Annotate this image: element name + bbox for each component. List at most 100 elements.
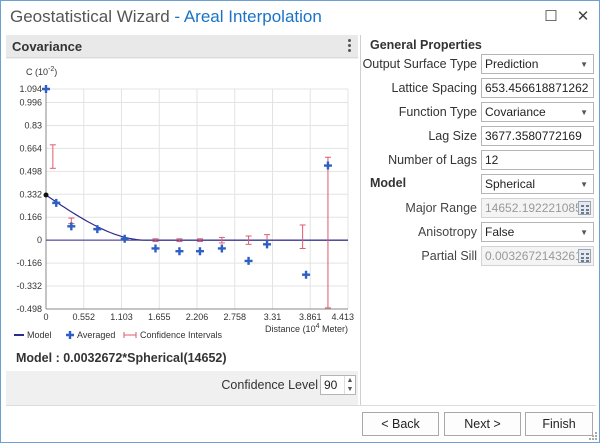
confidence-level-spinner[interactable]: 90 ▲ ▼ bbox=[320, 375, 356, 395]
calculator-icon[interactable] bbox=[578, 201, 591, 215]
covariance-chart[interactable]: 1.094 0.996 0.83 0.664 0.498 0.332 0.166 0 -0.16… bbox=[6, 59, 358, 371]
function-type-dropdown[interactable]: Covariance ▼ bbox=[481, 102, 594, 122]
model-value: Spherical bbox=[485, 177, 536, 191]
output-surface-type-value: Prediction bbox=[485, 57, 539, 71]
y-tick-label: 1.094 bbox=[19, 84, 42, 94]
number-of-lags-label: Number of Lags bbox=[388, 153, 477, 167]
partial-sill-label: Partial Sill bbox=[421, 249, 477, 263]
window-title: Geostatistical Wizard - Areal Interpolat… bbox=[10, 7, 322, 27]
y-axis-label: C (10-2) bbox=[26, 66, 57, 77]
averaged-point[interactable] bbox=[42, 85, 50, 93]
x-tick-label: 1.655 bbox=[148, 312, 171, 322]
x-tick-label: 0.552 bbox=[73, 312, 96, 322]
model-row: Model Spherical ▼ bbox=[362, 173, 598, 195]
lattice-spacing-input[interactable]: 653.456618871262 bbox=[481, 78, 594, 98]
averaged-point[interactable] bbox=[120, 234, 129, 243]
x-tick-label: 4.413 bbox=[331, 312, 354, 322]
confidence-level-row: Confidence Level 90 ▲ ▼ bbox=[6, 373, 358, 397]
averaged-point[interactable] bbox=[93, 225, 102, 234]
lattice-spacing-row: Lattice Spacing 653.456618871262 bbox=[362, 77, 598, 99]
function-type-row: Function Type Covariance ▼ bbox=[362, 101, 598, 123]
maximize-button[interactable]: ☐ bbox=[538, 4, 564, 28]
y-tick-label: 0.664 bbox=[19, 143, 42, 153]
averaged-point[interactable] bbox=[302, 270, 311, 279]
title-bar: Geostatistical Wizard - Areal Interpolat… bbox=[1, 1, 599, 35]
lattice-spacing-label: Lattice Spacing bbox=[391, 81, 477, 95]
close-icon: ✕ bbox=[576, 8, 590, 25]
lag-size-input[interactable]: 3677.3580772169 bbox=[481, 126, 594, 146]
y-tick-label: -0.166 bbox=[16, 258, 42, 268]
title-app-name: Geostatistical Wizard bbox=[10, 7, 170, 26]
anisotropy-dropdown[interactable]: False ▼ bbox=[481, 222, 594, 242]
partial-sill-row: Partial Sill 0.0032672143261 bbox=[362, 245, 598, 267]
panel-header: Covariance bbox=[6, 35, 358, 58]
model-dropdown[interactable]: Spherical ▼ bbox=[481, 174, 594, 194]
panel-title: Covariance bbox=[12, 39, 83, 54]
confidence-level-value: 90 bbox=[324, 378, 338, 392]
averaged-point[interactable] bbox=[217, 244, 226, 253]
y-tick-label: 0.996 bbox=[19, 98, 42, 108]
y-tick-label: 0.498 bbox=[19, 166, 42, 176]
calculator-icon[interactable] bbox=[578, 249, 591, 263]
averaged-point[interactable] bbox=[175, 247, 184, 256]
number-of-lags-input[interactable]: 12 bbox=[481, 150, 594, 170]
panel-splitter[interactable] bbox=[360, 35, 361, 405]
lag-size-label: Lag Size bbox=[428, 129, 477, 143]
confidence-level-label: Confidence Level bbox=[221, 378, 318, 392]
y-tick-label: -0.498 bbox=[16, 304, 42, 314]
averaged-point[interactable] bbox=[263, 240, 272, 249]
x-tick-label: 2.758 bbox=[223, 312, 246, 322]
title-separator: - bbox=[169, 7, 184, 26]
x-axis-label: Distance (104 Meter) bbox=[265, 323, 348, 334]
anisotropy-row: Anisotropy False ▼ bbox=[362, 221, 598, 243]
model-heading: Model bbox=[370, 176, 407, 190]
legend-model-label: Model bbox=[27, 330, 52, 340]
function-type-label: Function Type bbox=[398, 105, 477, 119]
major-range-value: 14652.192221085 bbox=[485, 201, 582, 215]
averaged-point[interactable] bbox=[244, 256, 253, 265]
close-button[interactable]: ✕ bbox=[570, 4, 596, 28]
legend-ci-label: Confidence Intervals bbox=[140, 330, 223, 340]
covariance-panel: Covariance 1.094 0.996 0.83 0.664 0.498 0.332… bbox=[6, 35, 358, 405]
back-button[interactable]: < Back bbox=[362, 412, 439, 436]
spin-up-icon[interactable]: ▲ bbox=[346, 377, 354, 384]
x-tick-label: 1.103 bbox=[110, 312, 133, 322]
y-tick-label: -0.332 bbox=[16, 281, 42, 291]
model-formula: Model : 0.0032672*Spherical(14652) bbox=[16, 351, 227, 365]
chevron-down-icon: ▼ bbox=[580, 60, 588, 69]
averaged-point[interactable] bbox=[323, 161, 332, 170]
spin-down-icon[interactable]: ▼ bbox=[346, 386, 354, 393]
averaged-point[interactable] bbox=[67, 222, 76, 231]
averaged-point[interactable] bbox=[195, 247, 204, 256]
output-surface-type-label: Output Surface Type bbox=[362, 57, 477, 71]
properties-panel: General Properties Output Surface Type P… bbox=[362, 35, 598, 405]
major-range-input[interactable]: 14652.192221085 bbox=[481, 198, 594, 218]
model-start-point bbox=[43, 192, 49, 198]
y-tick-label: 0.166 bbox=[19, 212, 42, 222]
finish-button[interactable]: Finish bbox=[525, 412, 593, 436]
resize-grip[interactable] bbox=[587, 430, 597, 440]
legend-averaged-swatch bbox=[66, 331, 74, 339]
lag-size-row: Lag Size 3677.3580772169 bbox=[362, 125, 598, 147]
averaged-point[interactable] bbox=[151, 244, 160, 253]
partial-sill-value: 0.0032672143261 bbox=[485, 249, 582, 263]
output-surface-type-row: Output Surface Type Prediction ▼ bbox=[362, 53, 598, 75]
y-tick-label: 0 bbox=[37, 235, 42, 245]
x-tick-label: 3.861 bbox=[299, 312, 322, 322]
averaged-point[interactable] bbox=[52, 198, 61, 207]
anisotropy-value: False bbox=[485, 225, 515, 239]
maximize-icon: ☐ bbox=[544, 8, 558, 25]
number-of-lags-row: Number of Lags 12 bbox=[362, 149, 598, 171]
chevron-down-icon: ▼ bbox=[580, 108, 588, 117]
y-tick-label: 0.83 bbox=[24, 120, 42, 130]
next-button[interactable]: Next > bbox=[444, 412, 521, 436]
more-options-icon[interactable] bbox=[346, 38, 352, 54]
x-tick-label: 3.31 bbox=[264, 312, 282, 322]
major-range-row: Major Range 14652.192221085 bbox=[362, 197, 598, 219]
chevron-down-icon: ▼ bbox=[580, 228, 588, 237]
partial-sill-input[interactable]: 0.0032672143261 bbox=[481, 246, 594, 266]
general-properties-heading: General Properties bbox=[370, 38, 482, 52]
output-surface-type-dropdown[interactable]: Prediction ▼ bbox=[481, 54, 594, 74]
y-tick-label: 0.332 bbox=[19, 189, 42, 199]
